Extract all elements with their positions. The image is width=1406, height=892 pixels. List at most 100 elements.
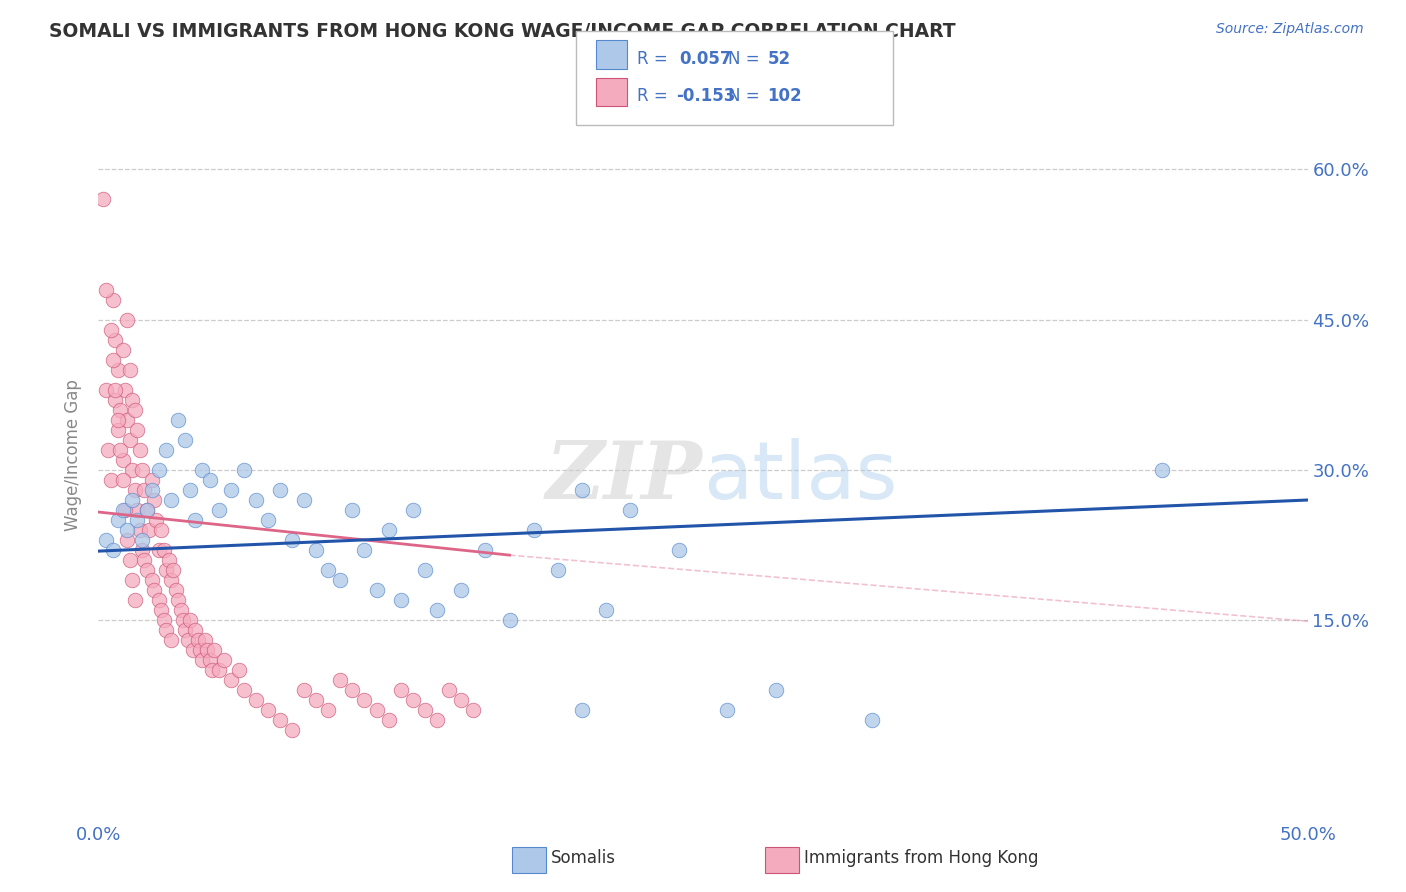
Point [141,573,163,587]
Point [135,503,157,517]
Point [198,473,221,487]
Point [765,683,787,698]
Point [181,643,204,657]
Point [188,643,211,657]
Point [377,714,399,728]
Point [366,583,388,598]
Point [177,633,200,648]
Point [118,433,141,447]
Point [107,363,129,377]
Point [201,664,224,678]
Point [101,293,124,307]
Text: R =: R = [637,50,673,68]
Point [114,383,136,397]
Point [305,543,328,558]
Point [426,714,449,728]
Point [523,523,546,537]
Text: atlas: atlas [703,438,897,516]
Point [108,402,131,417]
Point [111,453,134,467]
Point [141,473,163,487]
Point [208,503,231,517]
Point [101,543,124,558]
Point [107,413,129,427]
Point [150,603,173,617]
Point [595,603,617,617]
Point [124,483,146,497]
Point [292,683,315,698]
Point [179,613,201,627]
Text: ZIP: ZIP [546,438,703,516]
Point [167,593,190,607]
Point [281,533,304,547]
Text: Immigrants from Hong Kong: Immigrants from Hong Kong [804,849,1039,867]
Point [134,483,156,497]
Point [316,703,339,717]
Point [184,624,207,638]
Point [118,363,141,377]
Point [402,693,425,707]
Y-axis label: Wage/Income Gap: Wage/Income Gap [65,379,83,531]
Point [305,693,328,707]
Point [131,533,153,547]
Point [162,563,184,577]
Point [172,613,194,627]
Text: -0.153: -0.153 [676,87,735,105]
Point [157,553,180,567]
Text: 52: 52 [768,50,790,68]
Point [165,583,187,598]
Point [111,503,134,517]
Point [124,593,146,607]
Point [107,513,129,527]
Point [101,352,124,367]
Point [160,633,183,648]
Point [389,683,412,698]
Point [232,683,254,698]
Point [121,463,143,477]
Point [547,563,569,577]
Point [245,493,267,508]
Point [281,723,304,738]
Point [167,413,190,427]
Point [450,693,472,707]
Point [152,613,174,627]
Point [353,543,375,558]
Point [91,193,114,207]
Text: R =: R = [637,87,673,105]
Point [191,653,214,667]
Point [329,673,352,688]
Point [342,683,364,698]
Point [135,563,157,577]
Point [269,714,291,728]
Text: Somalis: Somalis [551,849,616,867]
Point [94,533,117,547]
Point [437,683,460,698]
Text: 0.057: 0.057 [679,50,731,68]
Point [571,483,593,497]
Point [108,442,131,457]
Point [204,643,226,657]
Point [256,703,278,717]
Point [187,633,209,648]
Point [155,624,177,638]
Point [860,714,883,728]
Point [155,563,177,577]
Point [498,613,520,627]
Point [668,543,690,558]
Point [114,503,136,517]
Point [232,463,254,477]
Point [121,573,143,587]
Point [174,624,197,638]
Point [160,493,183,508]
Point [413,703,436,717]
Point [292,493,315,508]
Point [148,463,170,477]
Point [269,483,291,497]
Point [148,593,170,607]
Point [138,523,160,537]
Point [148,543,170,558]
Point [127,423,149,437]
Point [131,543,153,558]
Point [212,653,235,667]
Point [463,703,485,717]
